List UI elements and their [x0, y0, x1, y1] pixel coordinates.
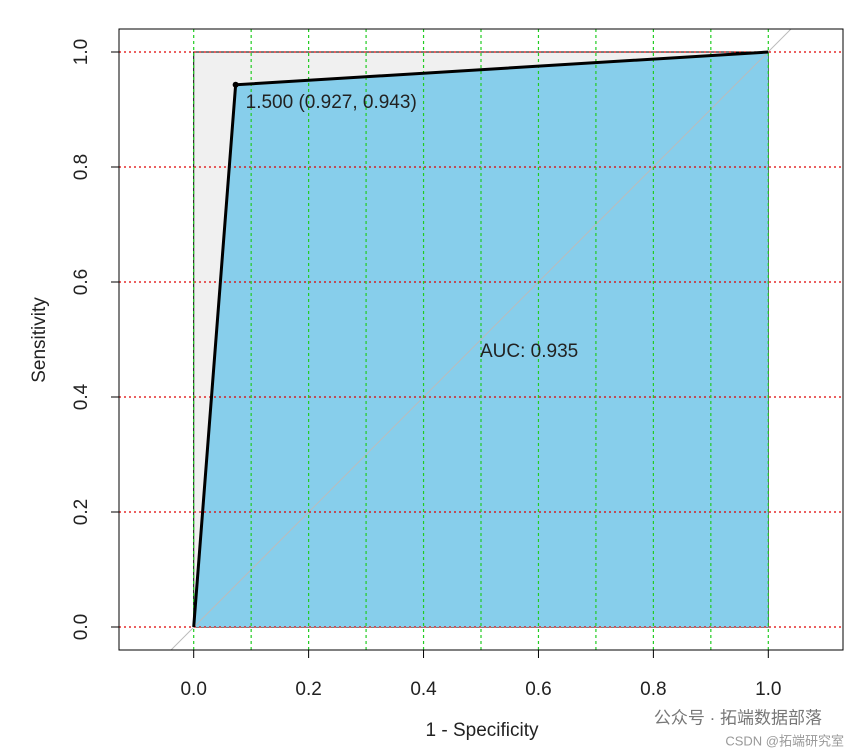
y-tick-label: 0.2 — [71, 499, 92, 525]
watermark: CSDN @拓端研究室 — [725, 733, 844, 748]
x-tick-label: 0.6 — [525, 679, 551, 700]
x-tick-label: 0.8 — [640, 679, 666, 700]
threshold-point — [232, 81, 239, 88]
y-tick-label: 0.8 — [71, 154, 92, 180]
y-tick-label: 0.4 — [71, 383, 92, 410]
x-tick-label: 1.0 — [755, 679, 781, 700]
y-tick-label: 0.0 — [71, 614, 92, 640]
x-tick-label: 0.2 — [295, 679, 321, 700]
y-tick-label: 0.6 — [71, 269, 92, 295]
auc-label: AUC: 0.935 — [480, 341, 578, 362]
threshold-label: 1.500 (0.927, 0.943) — [246, 92, 417, 113]
watermark: 公众号 · 拓端数据部落 — [654, 708, 822, 727]
x-tick-label: 0.4 — [410, 679, 437, 700]
x-tick-label: 0.0 — [180, 679, 206, 700]
plot-frame — [118, 28, 844, 651]
diagonal — [170, 28, 792, 651]
x-axis-label: 1 - Specificity — [426, 720, 539, 741]
y-axis-label: Sensitivity — [29, 297, 50, 383]
y-tick-label: 1.0 — [71, 39, 92, 65]
